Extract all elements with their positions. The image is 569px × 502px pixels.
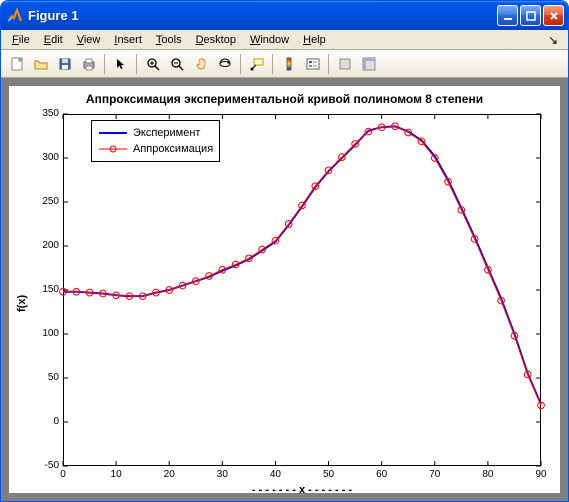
legend-item[interactable]: Аппроксимация — [98, 141, 213, 157]
dock-icon[interactable]: ↘ — [542, 33, 564, 47]
figure-window: Figure 1 File Edit View Insert Tools Des… — [0, 0, 569, 502]
legend-swatch — [98, 142, 128, 156]
x-axis-label: - - - - - - - x - - - - - - - — [63, 484, 541, 496]
y-tick-label: 100 — [42, 328, 59, 339]
y-tick-label: 250 — [42, 196, 59, 207]
y-tick-label: 300 — [42, 152, 59, 163]
zoom-out-button[interactable] — [165, 53, 188, 75]
y-tick-label: 50 — [48, 372, 59, 383]
x-tick-label: 40 — [265, 469, 285, 480]
menu-edit[interactable]: Edit — [37, 32, 70, 48]
legend[interactable]: Эксперимент Аппроксимация — [91, 120, 220, 162]
show-tools-button[interactable] — [357, 53, 380, 75]
chart-title: Аппроксимация экспериментальной кривой п… — [9, 92, 560, 106]
data-cursor-button[interactable] — [245, 53, 268, 75]
x-tick-label: 70 — [425, 469, 445, 480]
legend-item[interactable]: Эксперимент — [98, 125, 213, 141]
y-axis-label: f(x) — [16, 282, 28, 312]
save-button[interactable] — [53, 53, 76, 75]
y-tick-label: 350 — [42, 108, 59, 119]
y-tick-label: 200 — [42, 240, 59, 251]
hide-tools-button[interactable] — [333, 53, 356, 75]
x-tick-label: 50 — [319, 469, 339, 480]
zoom-in-button[interactable] — [141, 53, 164, 75]
pan-button[interactable] — [189, 53, 212, 75]
maximize-button[interactable] — [520, 5, 541, 26]
menu-help[interactable]: Help — [296, 32, 333, 48]
open-button[interactable] — [29, 53, 52, 75]
x-tick-label: 20 — [159, 469, 179, 480]
x-tick-label: 80 — [478, 469, 498, 480]
minimize-button[interactable] — [497, 5, 518, 26]
x-tick-label: 90 — [531, 469, 551, 480]
figure-area: Аппроксимация экспериментальной кривой п… — [1, 78, 568, 501]
figure-panel: Аппроксимация экспериментальной кривой п… — [9, 86, 560, 493]
menubar: File Edit View Insert Tools Desktop Wind… — [1, 30, 568, 50]
y-tick-label: 0 — [53, 416, 59, 427]
print-button[interactable] — [77, 53, 100, 75]
legend-button[interactable] — [301, 53, 324, 75]
legend-label: Аппроксимация — [133, 143, 213, 155]
toolbar — [1, 50, 568, 78]
legend-swatch — [98, 126, 128, 140]
menu-tools[interactable]: Tools — [149, 32, 189, 48]
x-tick-label: 10 — [106, 469, 126, 480]
colorbar-button[interactable] — [277, 53, 300, 75]
menu-view[interactable]: View — [70, 32, 108, 48]
new-figure-button[interactable] — [5, 53, 28, 75]
window-title: Figure 1 — [28, 8, 497, 23]
plot-axes[interactable] — [63, 114, 541, 466]
menu-file[interactable]: File — [5, 32, 37, 48]
pointer-button[interactable] — [109, 53, 132, 75]
x-tick-label: 60 — [372, 469, 392, 480]
y-tick-label: -50 — [45, 460, 59, 471]
rotate-button[interactable] — [213, 53, 236, 75]
menu-window[interactable]: Window — [243, 32, 296, 48]
y-tick-label: 150 — [42, 284, 59, 295]
close-button[interactable] — [543, 5, 564, 26]
legend-label: Эксперимент — [133, 127, 200, 139]
x-tick-label: 30 — [212, 469, 232, 480]
titlebar[interactable]: Figure 1 — [1, 1, 568, 30]
menu-desktop[interactable]: Desktop — [189, 32, 243, 48]
matlab-icon — [7, 8, 23, 24]
menu-insert[interactable]: Insert — [107, 32, 149, 48]
